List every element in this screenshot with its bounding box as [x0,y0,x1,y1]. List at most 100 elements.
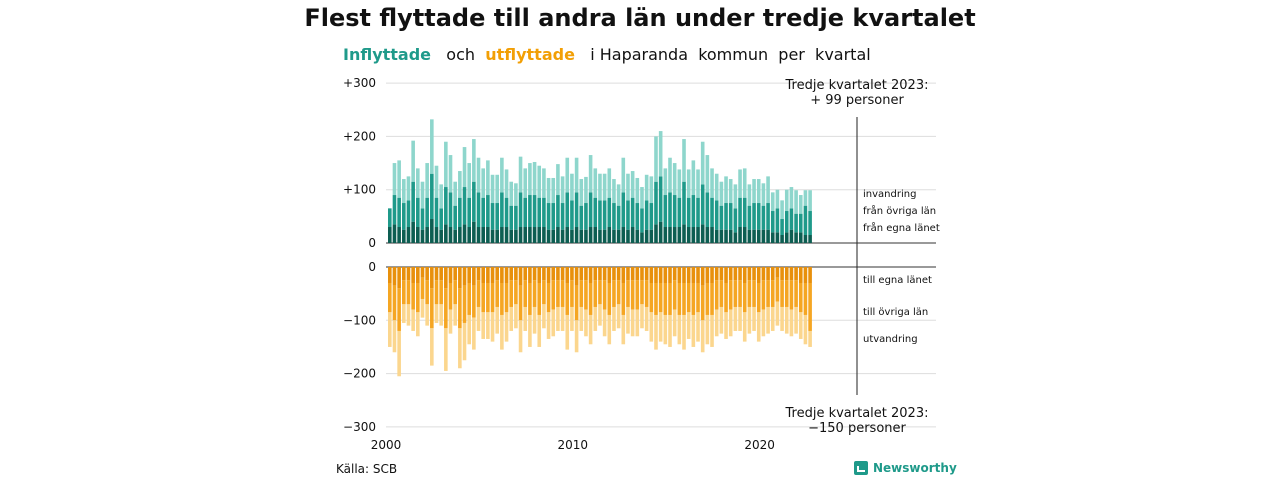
bar-utvandring [672,309,677,337]
bar-fran-egna [803,235,808,243]
bar-till-egna [495,267,500,281]
bar-fran-ovriga [523,197,528,228]
bar-fran-egna [420,229,425,243]
bar-fran-ovriga [677,197,682,228]
bar-fran-ovriga [542,197,546,228]
bar-fran-ovriga [402,203,406,230]
subtitle-inflyttade: Inflyttade [343,45,432,64]
bar-invandring [509,181,514,206]
bar-fran-egna [654,224,658,243]
bar-fran-egna [472,221,476,243]
bar-invandring [705,155,710,193]
bar-till-ovriga [490,282,495,313]
bar-till-ovriga [798,282,803,313]
bar-fran-ovriga [518,192,523,228]
bar-till-ovriga [616,280,621,305]
bar-fran-egna [458,227,462,243]
bar-utvandring [728,309,733,337]
bar-invandring [565,157,570,193]
bar-invandring [416,168,420,198]
bar-till-ovriga [574,285,579,321]
bar-fran-egna [630,227,635,243]
bar-fran-ovriga [425,197,429,228]
bar-invandring [747,184,752,206]
bar-utvandring [434,304,439,323]
bar-fran-ovriga [714,200,719,230]
bar-till-egna [588,267,593,283]
bar-till-egna [668,267,672,283]
bar-till-egna [700,267,705,286]
bar-till-egna [444,267,448,289]
bar-fran-egna [397,227,401,243]
bar-fran-egna [406,227,411,243]
bar-invandring [808,190,812,212]
bar-till-ovriga [476,280,481,307]
brand-logo[interactable]: Newsworthy [854,461,957,475]
bar-till-egna [598,267,602,281]
bar-utvandring [546,312,551,339]
bar-utvandring [719,306,724,334]
bar-utvandring [448,309,453,334]
bar-fran-egna [644,229,649,243]
bar-invandring [556,164,560,196]
bar-till-ovriga [607,282,612,315]
bar-invandring [700,141,705,185]
bar-till-egna [579,267,584,281]
bar-invandring [714,173,719,201]
bar-till-egna [528,267,532,283]
bar-utvandring [752,306,756,331]
bar-fran-ovriga [574,192,579,228]
bar-till-ovriga [719,280,724,307]
bar-utvandring [406,304,411,326]
bar-invandring [588,155,593,193]
bar-fran-ovriga [798,213,803,233]
bar-fran-egna [616,229,621,243]
bar-till-egna [612,267,616,281]
bar-invandring [411,140,415,182]
bar-fran-ovriga [784,211,789,233]
bar-fran-ovriga [766,203,770,230]
bar-fran-ovriga [434,197,439,228]
bar-utvandring [724,312,728,339]
bar-till-ovriga [602,280,607,310]
label-till-egna-lanet: till egna länet [863,275,932,286]
bar-invandring [696,169,700,198]
bar-invandring [472,139,476,182]
bar-invandring [682,139,686,182]
bar-fran-egna [476,227,481,243]
bar-till-egna [453,267,457,281]
bar-utvandring [691,314,696,347]
bar-invandring [532,161,537,196]
bar-till-egna [696,267,700,283]
bar-fran-egna [705,227,710,243]
bar-till-ovriga [518,285,523,321]
bar-till-egna [654,267,658,283]
bar-invandring [668,157,672,193]
bar-invandring [504,169,509,198]
bar-fran-egna [733,232,738,243]
newsworthy-icon [854,461,868,475]
bar-till-ovriga [784,280,789,307]
bar-till-ovriga [570,280,574,307]
bar-till-ovriga [481,282,485,313]
bar-till-ovriga [392,285,397,321]
bar-invandring [397,160,401,198]
bar-invandring [756,179,761,204]
bar-fran-egna [551,229,556,243]
bar-till-ovriga [472,285,476,318]
bar-invandring [495,174,500,204]
bar-fran-ovriga [794,213,798,233]
bar-invandring [803,190,808,206]
bar-utvandring [574,320,579,353]
bar-invandring [710,168,714,198]
bar-till-egna [761,267,766,281]
bar-fran-ovriga [565,192,570,228]
bar-fran-ovriga [504,197,509,228]
x-tick-label: 2000 [371,438,402,452]
bar-utvandring [528,314,532,347]
bar-fran-egna [462,224,467,243]
bar-invandring [649,176,654,204]
bar-invandring [467,163,471,198]
bar-invandring [570,173,574,201]
